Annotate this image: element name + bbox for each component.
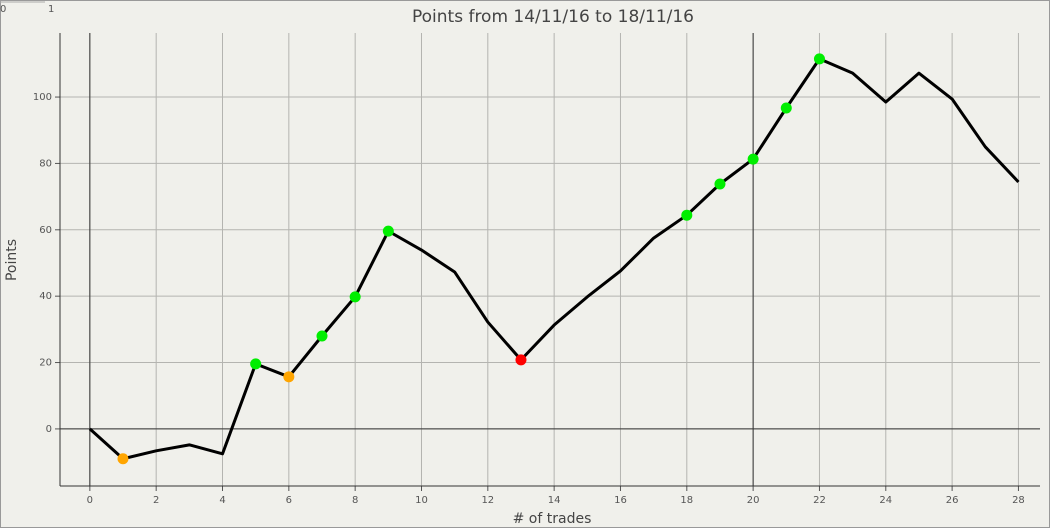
x-tick-label: 20	[747, 495, 760, 506]
x-tick-label: 26	[946, 495, 959, 506]
x-tick-label: 14	[548, 495, 561, 506]
chart-title: Points from 14/11/16 to 18/11/16	[412, 7, 694, 27]
y-axis-label: Points	[4, 239, 20, 281]
x-tick-label: 0	[87, 495, 93, 506]
x-tick-label: 4	[219, 495, 225, 506]
point-marker	[515, 354, 527, 366]
y-tick-label: 80	[39, 158, 52, 169]
x-tick-label: 18	[680, 495, 693, 506]
x-tick-label: 22	[813, 495, 826, 506]
point-marker	[747, 153, 759, 165]
point-marker	[250, 358, 262, 370]
point-marker	[382, 225, 394, 237]
x-tick-label: 28	[1012, 495, 1025, 506]
point-marker	[780, 102, 792, 114]
x-tick-label: 24	[879, 495, 892, 506]
y-tick-label: 0	[46, 424, 52, 435]
point-marker	[681, 209, 693, 221]
x-tick-label: 2	[153, 495, 159, 506]
x-axis-label: # of trades	[513, 511, 592, 527]
slider-min: 0	[0, 4, 6, 15]
x-tick-label: 6	[286, 495, 292, 506]
point-marker	[349, 291, 361, 303]
x-tick-label: 12	[481, 495, 494, 506]
y-tick-label: 40	[39, 291, 52, 302]
point-marker	[117, 453, 129, 465]
point-marker	[283, 371, 295, 383]
y-tick-label: 100	[33, 92, 52, 103]
point-marker	[316, 330, 328, 342]
line	[88, 57, 1020, 461]
x-tick-label: 10	[415, 495, 428, 506]
x-tick-label: 8	[352, 495, 358, 506]
point-marker	[813, 53, 825, 65]
y-tick-label: 60	[39, 225, 52, 236]
x-tick-label: 16	[614, 495, 627, 506]
y-tick-label: 20	[39, 358, 52, 369]
point-marker	[714, 178, 726, 190]
slider-max: 1	[48, 4, 54, 15]
